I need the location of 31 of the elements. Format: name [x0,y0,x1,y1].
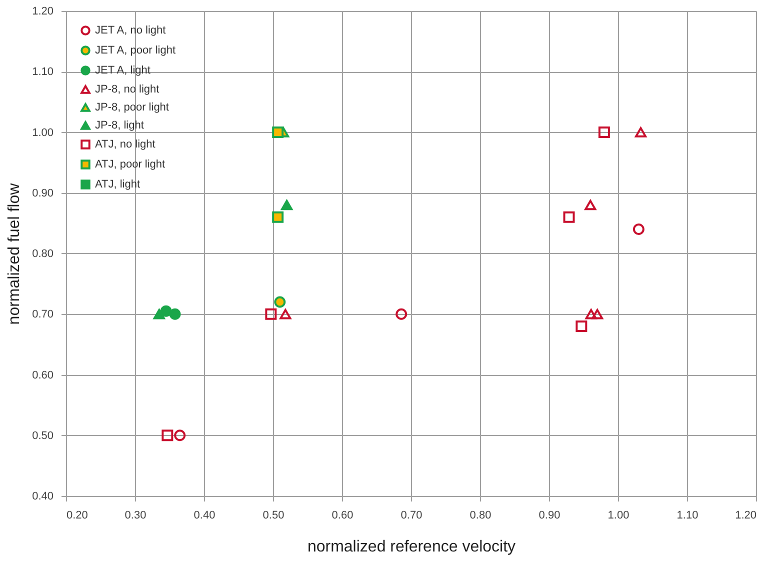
legend-label: JET A, light [95,64,150,76]
x-tick-label: 0.30 [124,510,146,522]
legend-label: JET A, poor light [95,44,176,56]
y-tick-label: 0.90 [32,187,54,200]
legend-label: JET A, no light [95,24,166,36]
legend-label: JP-8, poor light [95,102,169,114]
legend-label: JP-8, no light [95,84,160,96]
y-axis-title: normalized fuel flow [6,182,24,325]
y-tick-label: 0.50 [32,430,54,442]
y-tick-label: 0.60 [32,369,54,382]
x-tick-label: 1.20 [735,510,756,522]
legend-label: JP-8, light [95,120,144,132]
legend-label: ATJ, light [95,178,140,190]
y-tick-label: 1.00 [32,126,54,139]
x-tick-label: 0.20 [66,510,88,522]
legend-label: ATJ, poor light [95,158,166,170]
x-tick-label: 0.70 [400,510,422,522]
x-tick-label: 0.40 [194,510,216,522]
x-tick-label: 0.60 [332,510,354,522]
x-tick-label: 0.50 [262,510,284,522]
legend-label: ATJ, no light [95,138,156,150]
x-tick-label: 0.80 [470,510,492,522]
y-tick-label: 0.80 [32,248,54,260]
x-tick-label: 1.00 [608,510,630,522]
y-tick-label: 1.10 [32,66,54,78]
x-tick-label: 1.10 [676,510,698,522]
x-tick-label: 0.90 [538,510,560,522]
y-tick-label: 1.20 [32,6,54,18]
y-tick-label: 0.70 [32,308,54,321]
y-tick-label: 0.40 [32,490,54,502]
x-axis-title: normalized reference velocity [307,538,516,556]
